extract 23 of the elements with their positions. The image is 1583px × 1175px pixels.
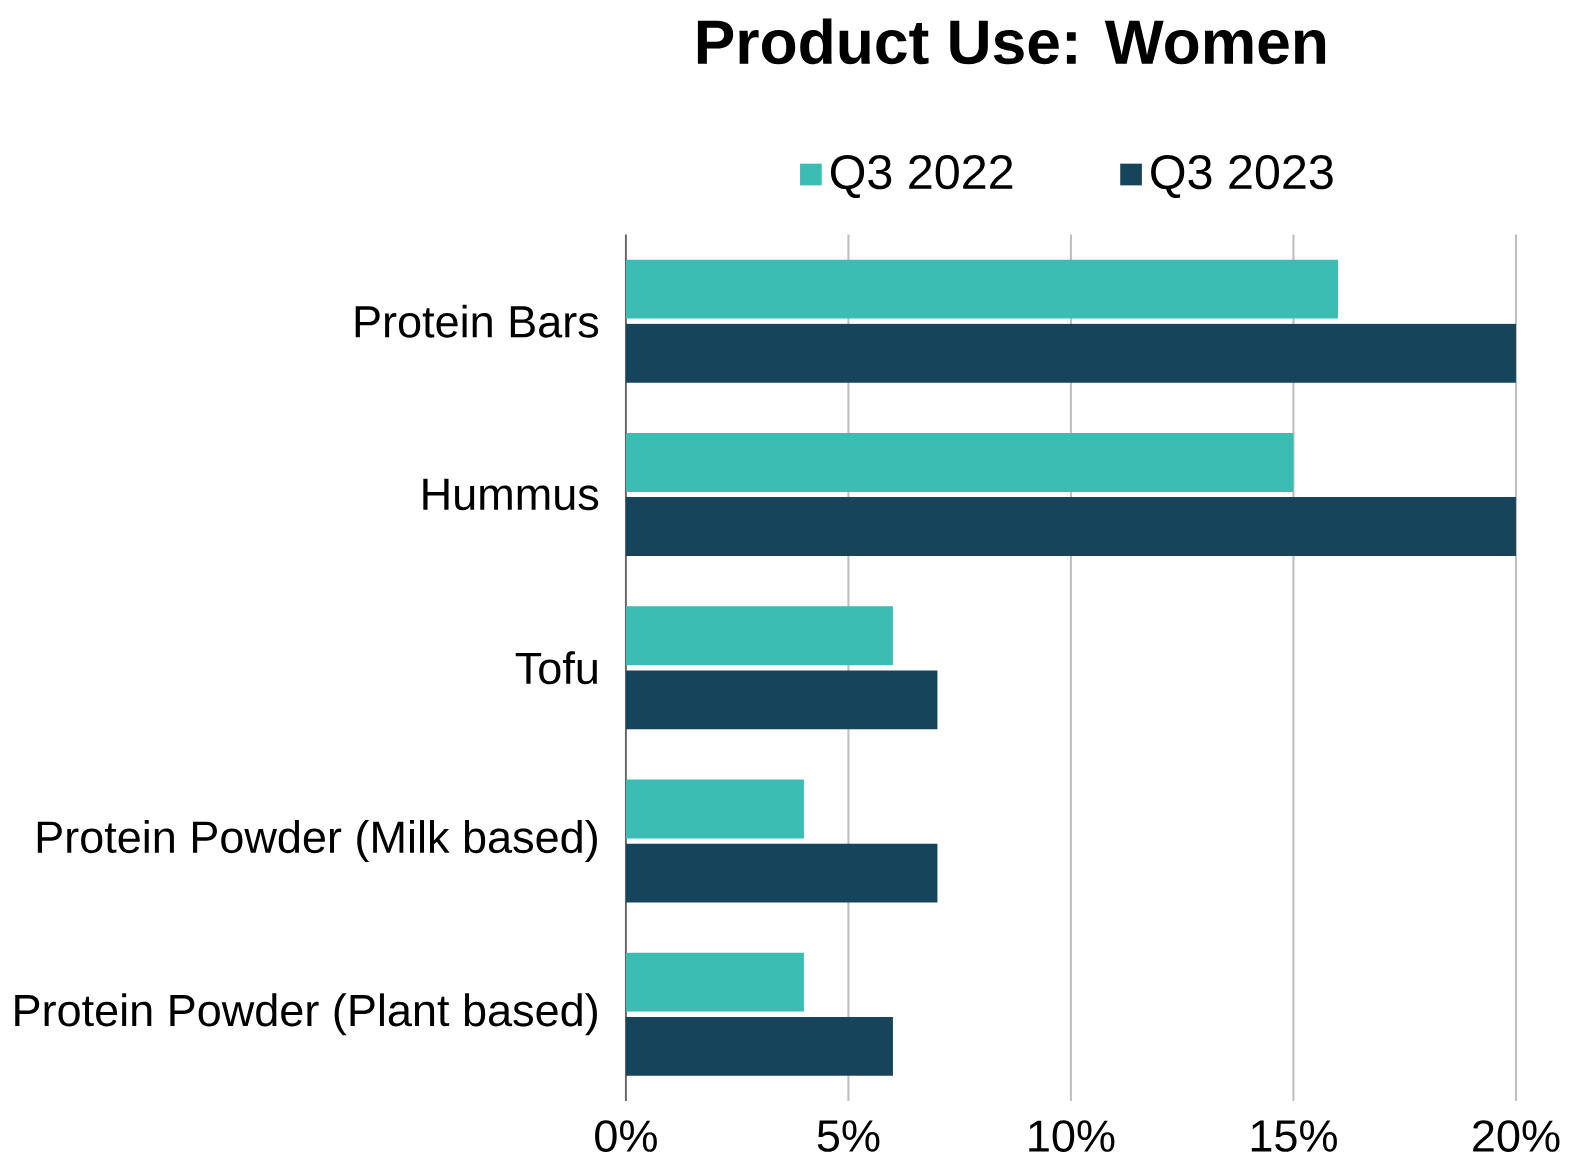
x-tick-label: 20% [1473, 1120, 1560, 1153]
x-tick-label: 0% [595, 1120, 657, 1153]
x-tick-label: 10% [1029, 1120, 1115, 1153]
legend-label: Q3 2023 [1151, 154, 1333, 199]
y-tick-label: Protein Bars [355, 304, 599, 338]
chart-title: Product Use: Women [697, 18, 1326, 65]
bar [625, 323, 1516, 383]
bar [625, 952, 804, 1012]
x-tick-label: 15% [1251, 1120, 1337, 1152]
bar [625, 843, 938, 903]
bar [625, 606, 893, 666]
y-tick-label: Tofu [515, 651, 597, 685]
bar [625, 670, 938, 730]
bar [625, 779, 804, 839]
x-tick-label: 5% [817, 1120, 880, 1152]
bar [625, 497, 1516, 557]
y-tick-label: Protein Powder (Milk based) [37, 820, 597, 863]
legend-label: Q3 2022 [830, 154, 1013, 199]
bar [625, 433, 1294, 492]
bar [625, 259, 1338, 319]
y-tick-label: Protein Powder (Plant based) [15, 993, 597, 1036]
y-tick-label: Hummus [423, 478, 599, 511]
bar [625, 1016, 893, 1076]
